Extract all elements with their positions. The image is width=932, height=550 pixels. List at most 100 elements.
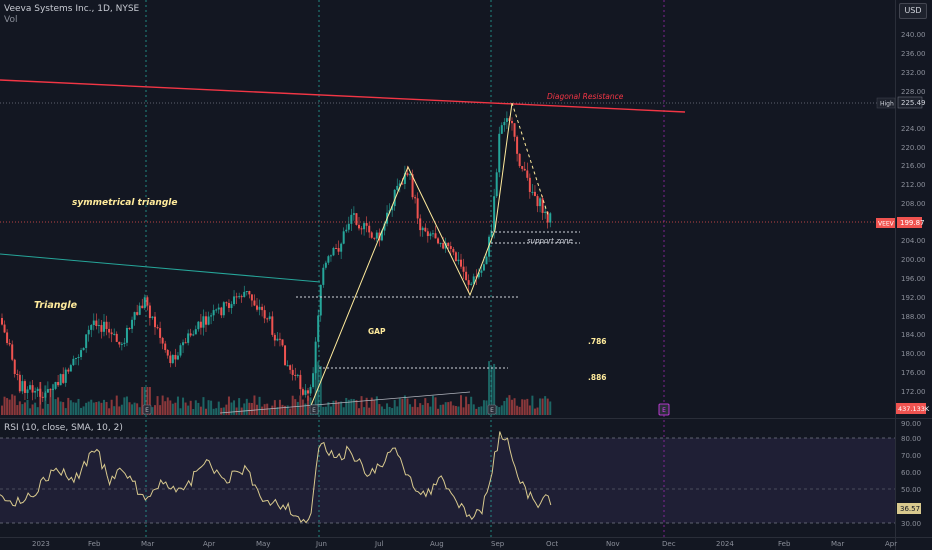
currency-button[interactable]: USD xyxy=(899,3,927,19)
volume-bar xyxy=(1,405,3,415)
volume-bar xyxy=(345,397,348,415)
volume-bar xyxy=(52,383,54,415)
event-marker-3-label: E xyxy=(490,407,494,414)
volume-bar xyxy=(64,408,67,415)
candle-body xyxy=(493,196,496,232)
volume-bar xyxy=(396,406,399,415)
triangle-trendline[interactable] xyxy=(0,253,321,283)
volume-curve[interactable] xyxy=(219,391,471,414)
price-axis[interactable]: 240.00 236.00 232.00 228.00 224.00 220.0… xyxy=(901,31,926,396)
candle-body xyxy=(90,325,93,330)
candle-body xyxy=(263,310,266,319)
time-tick: Dec xyxy=(662,540,676,548)
price-tick: 172.00 xyxy=(901,388,926,396)
candle-body xyxy=(187,333,190,343)
diagonal-resistance-label: Diagonal Resistance xyxy=(547,92,624,101)
volume-bar xyxy=(248,402,251,415)
price-pane[interactable] xyxy=(0,0,895,418)
candle-body xyxy=(301,389,304,395)
volume-bar xyxy=(516,405,519,415)
candle-body xyxy=(26,389,29,393)
event-marker-2[interactable] xyxy=(309,404,319,415)
candle-body xyxy=(80,350,83,357)
price-tick: 208.00 xyxy=(901,200,926,208)
candle-body xyxy=(29,385,32,390)
volume-bar xyxy=(207,400,210,415)
volume-bar xyxy=(528,405,531,415)
candle-body xyxy=(291,369,294,375)
candle-body xyxy=(271,316,274,335)
candle-body xyxy=(296,374,299,376)
candle-body xyxy=(526,170,529,178)
event-marker-4-label: E xyxy=(662,407,666,414)
diagonal-resistance-line[interactable] xyxy=(0,79,686,113)
zigzag-pattern[interactable] xyxy=(309,102,513,409)
volume-bar xyxy=(482,400,485,415)
volume-bar xyxy=(141,387,144,415)
candle-body xyxy=(18,374,21,392)
volume-bar xyxy=(62,402,65,415)
candle-body xyxy=(431,233,434,235)
candle-body xyxy=(23,381,26,393)
volume-bar xyxy=(16,405,19,415)
volume-bar xyxy=(340,401,343,415)
candle-body xyxy=(176,355,179,360)
volume-bar xyxy=(475,408,478,415)
time-tick: Apr xyxy=(203,540,215,548)
candle-body xyxy=(243,291,246,298)
volume-bar xyxy=(171,403,174,415)
time-tick: Mar xyxy=(831,540,844,548)
candle-body xyxy=(414,197,417,199)
candle-body xyxy=(74,357,77,359)
volume-bar xyxy=(192,408,195,415)
volume-label[interactable]: Vol xyxy=(4,15,18,25)
candle-body xyxy=(503,121,506,126)
candle-body xyxy=(44,392,47,398)
candle-body xyxy=(100,325,103,332)
price-tick: 184.00 xyxy=(901,331,926,339)
volume-bar xyxy=(31,404,34,415)
volume-bar xyxy=(549,401,552,415)
time-tick: Sep xyxy=(491,540,505,548)
volume-bar xyxy=(495,405,498,415)
time-tick: Apr xyxy=(885,540,897,548)
rsi-legend[interactable]: RSI (10, close, SMA, 10, 2) xyxy=(4,423,123,433)
candle-body xyxy=(207,316,210,325)
rsi-axis[interactable]: 90.00 80.00 70.00 60.00 50.00 30.00 xyxy=(901,420,921,528)
candle-body xyxy=(133,312,136,320)
candle-body xyxy=(312,373,315,388)
event-marker-1[interactable] xyxy=(142,404,152,415)
candle-body xyxy=(258,306,261,310)
candle-body xyxy=(103,321,105,332)
volume-bar xyxy=(90,399,93,415)
volume-bar xyxy=(511,399,513,415)
volume-bar xyxy=(505,397,508,415)
volume-bar xyxy=(439,404,442,415)
volume-bar xyxy=(72,402,75,415)
candle-body xyxy=(240,296,243,298)
candle-body xyxy=(92,320,95,326)
volume-bar xyxy=(95,402,98,415)
candle-body xyxy=(8,343,11,345)
time-axis[interactable]: 2023 Feb Mar Apr May Jun Jul Aug Sep Oct… xyxy=(32,540,897,548)
volume-bar xyxy=(166,397,169,415)
candle-body xyxy=(11,344,14,360)
rsi-pane[interactable] xyxy=(0,419,895,537)
candle-body xyxy=(373,237,376,239)
event-marker-3[interactable] xyxy=(487,404,497,415)
volume-bar xyxy=(21,404,24,415)
volume-bar xyxy=(355,400,358,415)
pullback-dashed-line[interactable] xyxy=(511,102,549,216)
volume-bar xyxy=(6,398,9,415)
volume-bar xyxy=(92,402,95,415)
candle-body xyxy=(278,338,281,340)
event-marker-4[interactable] xyxy=(658,403,670,416)
volume-bar xyxy=(176,396,179,415)
symbol-title[interactable]: Veeva Systems Inc., 1D, NYSE xyxy=(4,4,140,14)
time-tick: Oct xyxy=(546,540,558,548)
candle-body xyxy=(115,333,118,342)
volume-bar xyxy=(250,402,253,415)
chart-legend[interactable]: Veeva Systems Inc., 1D, NYSE Vol xyxy=(4,4,139,26)
volume-bar xyxy=(261,406,264,415)
